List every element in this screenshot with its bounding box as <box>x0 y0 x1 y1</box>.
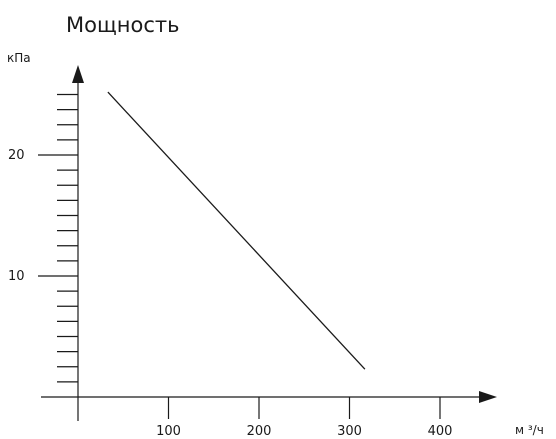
x-tick-label: 100 <box>156 424 181 439</box>
y-tick-label: 20 <box>8 148 25 163</box>
x-ticks: 100 200 300 400 <box>156 397 452 439</box>
y-tick-label: 10 <box>8 269 25 284</box>
x-tick-label: 200 <box>247 424 272 439</box>
y-ticks: 10 20 <box>8 93 78 383</box>
x-tick-label: 400 <box>428 424 453 439</box>
y-axis-unit: кПа <box>7 51 31 65</box>
series-layer <box>107 91 366 370</box>
y-axis-arrow <box>72 65 84 83</box>
x-axis-unit: м ³/ч <box>515 423 544 437</box>
x-tick-label: 300 <box>337 424 362 439</box>
chart-title: Мощность <box>66 13 179 37</box>
x-axis-arrow <box>479 391 497 403</box>
series-line <box>107 91 366 370</box>
